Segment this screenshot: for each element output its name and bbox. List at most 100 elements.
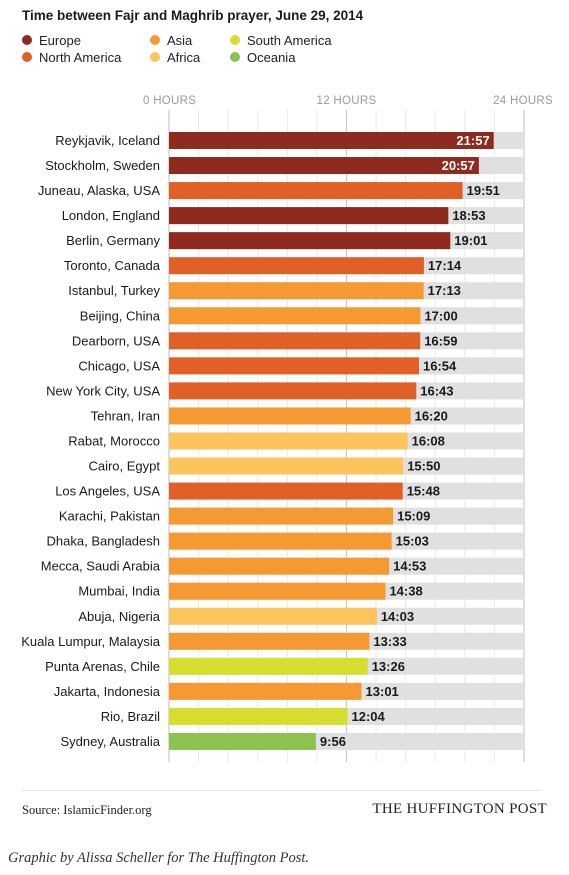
city-label: Jakarta, Indonesia bbox=[54, 684, 161, 699]
legend-label-south-america: South America bbox=[247, 32, 332, 48]
value-label: 16:59 bbox=[424, 333, 457, 348]
city-label: Kuala Lumpur, Malaysia bbox=[21, 634, 161, 649]
city-label: Mumbai, India bbox=[78, 584, 160, 599]
bar bbox=[169, 357, 419, 375]
bar bbox=[169, 232, 451, 250]
city-label: Beijing, China bbox=[80, 308, 161, 323]
bar bbox=[169, 707, 348, 725]
bar bbox=[169, 457, 404, 475]
legend-label-europe: Europe bbox=[39, 32, 81, 48]
city-label: Reykjavik, Iceland bbox=[55, 133, 160, 148]
bar bbox=[169, 157, 479, 175]
graphic-credit: Graphic by Alissa Scheller for The Huffi… bbox=[8, 850, 309, 866]
value-label: 19:51 bbox=[467, 183, 500, 198]
city-label: London, England bbox=[62, 208, 160, 223]
value-label: 9:56 bbox=[320, 734, 346, 749]
bar bbox=[169, 532, 392, 550]
bar bbox=[169, 332, 421, 350]
bar bbox=[169, 732, 316, 750]
bar bbox=[169, 582, 386, 600]
bar bbox=[169, 432, 408, 450]
value-label: 13:01 bbox=[366, 684, 399, 699]
publisher-logo: THE HUFFINGTON POST bbox=[372, 801, 547, 817]
city-label: Toronto, Canada bbox=[64, 258, 161, 273]
value-label: 16:43 bbox=[420, 383, 453, 398]
bar bbox=[169, 207, 449, 225]
city-label: Mecca, Saudi Arabia bbox=[41, 559, 161, 574]
value-label: 12:04 bbox=[351, 709, 385, 724]
bar bbox=[169, 257, 424, 275]
legend-swatch-oceania bbox=[230, 52, 240, 62]
value-label: 13:33 bbox=[373, 634, 406, 649]
bar bbox=[169, 607, 377, 625]
chart-title: Time between Fajr and Maghrib prayer, Ju… bbox=[22, 8, 364, 23]
legend-item-asia: Asia bbox=[150, 32, 192, 48]
footer-divider bbox=[22, 790, 542, 791]
bar bbox=[169, 132, 494, 149]
legend-item-north-america: North America bbox=[22, 49, 121, 65]
value-label: 14:53 bbox=[393, 559, 426, 574]
value-label: 17:13 bbox=[428, 283, 461, 298]
city-label: Los Angeles, USA bbox=[55, 484, 160, 499]
source-note: Source: IslamicFinder.org bbox=[22, 803, 152, 817]
legend-swatch-africa bbox=[150, 52, 160, 62]
city-label: Tehran, Iran bbox=[91, 408, 160, 423]
legend-swatch-asia bbox=[150, 35, 160, 45]
x-tick-label: 12 HOURS bbox=[317, 95, 377, 107]
city-label: Dhaka, Bangladesh bbox=[47, 534, 160, 549]
bar bbox=[169, 407, 411, 425]
bar bbox=[169, 482, 403, 500]
bar bbox=[169, 682, 362, 700]
city-label: Punta Arenas, Chile bbox=[45, 659, 160, 674]
value-label: 14:38 bbox=[389, 584, 422, 599]
legend-item-europe: Europe bbox=[22, 32, 81, 48]
city-label: Karachi, Pakistan bbox=[59, 509, 160, 524]
bar bbox=[169, 557, 390, 575]
legend-swatch-europe bbox=[22, 35, 32, 45]
value-label: 18:53 bbox=[452, 208, 485, 223]
legend-label-africa: Africa bbox=[167, 49, 201, 65]
bar-chart: 0 HOURS 12 HOURS 24 HOURS Reykjavik, Icelan… bbox=[21, 95, 553, 762]
value-label: 16:54 bbox=[423, 358, 457, 373]
value-label: 14:03 bbox=[381, 609, 414, 624]
city-label: Berlin, Germany bbox=[66, 233, 160, 248]
chart-card: Time between Fajr and Maghrib prayer, Ju… bbox=[21, 8, 553, 817]
value-label: 17:00 bbox=[424, 308, 457, 323]
city-label: Istanbul, Turkey bbox=[68, 283, 160, 298]
city-label: Juneau, Alaska, USA bbox=[38, 183, 160, 198]
x-tick-label: 24 HOURS bbox=[493, 95, 553, 107]
legend-label-oceania: Oceania bbox=[247, 49, 296, 65]
city-label: Rabat, Morocco bbox=[68, 433, 160, 448]
value-label: 16:20 bbox=[415, 408, 448, 423]
city-label: Rio, Brazil bbox=[101, 709, 160, 724]
bar bbox=[169, 507, 394, 525]
value-label: 20:57 bbox=[442, 158, 475, 173]
legend-item-oceania: Oceania bbox=[230, 49, 295, 65]
value-label: 15:09 bbox=[397, 509, 430, 524]
value-label: 21:57 bbox=[456, 133, 489, 148]
value-label: 16:08 bbox=[412, 433, 445, 448]
legend-item-south-america: South America bbox=[230, 32, 332, 48]
city-label: Stockholm, Sweden bbox=[45, 158, 160, 173]
city-label: New York City, USA bbox=[46, 383, 160, 398]
city-label: Cairo, Egypt bbox=[88, 459, 160, 474]
value-label: 19:01 bbox=[454, 233, 487, 248]
value-label: 15:03 bbox=[396, 534, 429, 549]
bar bbox=[169, 657, 368, 675]
bar bbox=[169, 632, 370, 650]
bar bbox=[169, 382, 417, 400]
bar bbox=[169, 307, 421, 325]
bar bbox=[169, 282, 424, 300]
value-label: 15:50 bbox=[407, 459, 440, 474]
legend-label-asia: Asia bbox=[167, 32, 193, 48]
bar bbox=[169, 182, 463, 200]
city-label: Dearborn, USA bbox=[72, 333, 160, 348]
legend-swatch-north-america bbox=[22, 52, 32, 62]
city-label: Sydney, Australia bbox=[61, 734, 161, 749]
legend-item-africa: Africa bbox=[150, 49, 200, 65]
legend-label-north-america: North America bbox=[39, 49, 122, 65]
legend-swatch-south-america bbox=[230, 35, 240, 45]
value-label: 13:26 bbox=[372, 659, 405, 674]
x-tick-label: 0 HOURS bbox=[143, 95, 196, 107]
value-label: 15:48 bbox=[407, 484, 440, 499]
